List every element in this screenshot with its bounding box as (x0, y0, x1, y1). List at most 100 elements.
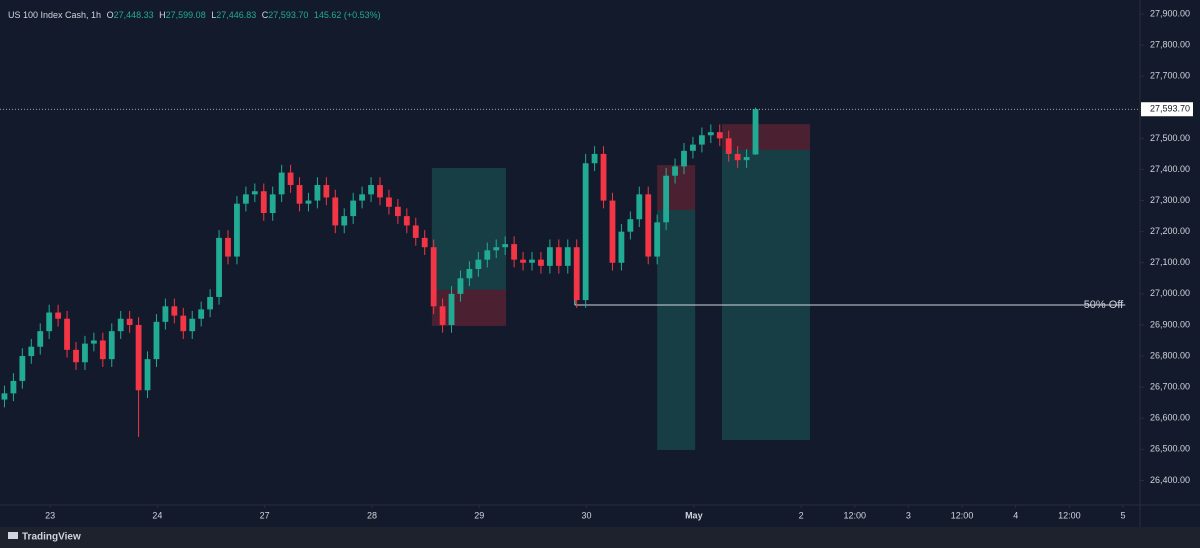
candle-body (734, 153, 741, 161)
x-tick-label: 12:00 (1058, 510, 1081, 520)
axes: 26,400.00 26,500.00 26,600.00 26,700.00 26,8… (45, 8, 1193, 520)
change-value: 145.62 (+0.53%) (314, 10, 381, 20)
x-tick-label: 28 (367, 510, 377, 520)
candle-body (430, 247, 437, 307)
symbol: US 100 Index Cash, 1h (8, 10, 101, 20)
candle-body (305, 200, 312, 204)
y-tick-label: 26,700.00 (1150, 382, 1190, 392)
position-box (722, 149, 811, 441)
candle-body (636, 194, 643, 220)
x-tick-label: 2 (799, 510, 804, 520)
high-label: H (159, 10, 166, 20)
close-value: 27,593.70 (268, 10, 308, 20)
candle-body (752, 109, 759, 155)
x-tick-label: 3 (906, 510, 911, 520)
y-tick-label: 27,000.00 (1150, 288, 1190, 298)
candle-body (144, 359, 151, 391)
candle-body (82, 343, 88, 363)
candle-body (672, 166, 678, 176)
candle-body (627, 219, 634, 232)
y-tick-label: 26,600.00 (1150, 413, 1190, 423)
candle-body (287, 172, 294, 186)
candle-body (117, 318, 124, 332)
candle-body (377, 185, 383, 198)
candle-body (198, 309, 205, 319)
candle-body (296, 185, 303, 204)
candle-body (743, 157, 750, 161)
candle-body (538, 259, 544, 266)
candle-body (162, 306, 169, 322)
candle-body (269, 194, 276, 214)
candle-body (448, 293, 455, 325)
candle-body (314, 185, 321, 201)
y-tick-label: 27,500.00 (1150, 133, 1190, 143)
candle-body (520, 259, 526, 263)
candle-body (394, 206, 401, 217)
candle-body (10, 380, 17, 394)
y-tick-label: 27,800.00 (1150, 39, 1190, 49)
candle-body (234, 203, 240, 257)
candle-body (260, 191, 267, 214)
candle-body (707, 132, 714, 136)
candle-body (99, 340, 106, 360)
candle-body (278, 172, 285, 195)
candle-body (698, 135, 705, 145)
x-tick-label: 12:00 (844, 510, 867, 520)
legend-header: US 100 Index Cash, 1h O27,448.33 H27,599… (8, 10, 381, 20)
candle-body (153, 321, 160, 360)
brand: TradingView (22, 532, 81, 543)
candle-body (28, 346, 35, 357)
candle-body (37, 331, 44, 347)
y-tick-label: 27,200.00 (1150, 226, 1190, 236)
open-label: O (107, 10, 114, 20)
candle-body (19, 356, 26, 381)
candle-body (493, 247, 500, 251)
x-tick-label: 5 (1121, 510, 1126, 520)
last-price-badge (1141, 102, 1193, 117)
candle-body (350, 200, 357, 217)
candle-body (600, 153, 607, 201)
x-tick-label: 29 (474, 510, 484, 520)
low-label: L (211, 10, 216, 20)
candle-body (725, 138, 732, 154)
high-value: 27,599.08 (166, 10, 206, 20)
candle-body (73, 349, 79, 363)
y-tick-label: 26,800.00 (1150, 350, 1190, 360)
candle-body (90, 340, 97, 344)
x-tick-label: 23 (45, 510, 55, 520)
candle-body (690, 144, 696, 151)
candle-body (368, 185, 374, 195)
candle-body (207, 296, 214, 310)
open-value: 27,448.33 (114, 10, 154, 20)
candle-body (591, 153, 598, 164)
candle-body (412, 225, 419, 238)
candle-body (171, 306, 178, 316)
candle-body (439, 306, 446, 325)
candle-body (502, 244, 509, 248)
y-tick-label: 27,300.00 (1150, 195, 1190, 205)
candle-body (421, 237, 428, 248)
candle-body (180, 315, 187, 332)
candle-body (135, 324, 142, 391)
close-label: C (262, 10, 269, 20)
candle-body (466, 268, 473, 279)
candle-body (126, 318, 133, 325)
candle-body (108, 331, 115, 360)
candle-body (1, 393, 8, 400)
candle-body (251, 191, 258, 195)
y-tick-label: 27,700.00 (1150, 71, 1190, 81)
x-tick-label: 24 (152, 510, 162, 520)
candle-body (457, 278, 464, 294)
y-tick-label: 26,500.00 (1150, 444, 1190, 454)
candle-body (189, 318, 196, 332)
candle-body (582, 163, 589, 301)
low-value: 27,446.83 (216, 10, 256, 20)
x-tick-label: May (685, 510, 703, 520)
footer-bar (0, 527, 1200, 548)
brand-logo (8, 532, 18, 539)
y-tick-label: 27,900.00 (1150, 8, 1190, 18)
candle-body (654, 222, 661, 257)
candle-body (484, 250, 491, 260)
